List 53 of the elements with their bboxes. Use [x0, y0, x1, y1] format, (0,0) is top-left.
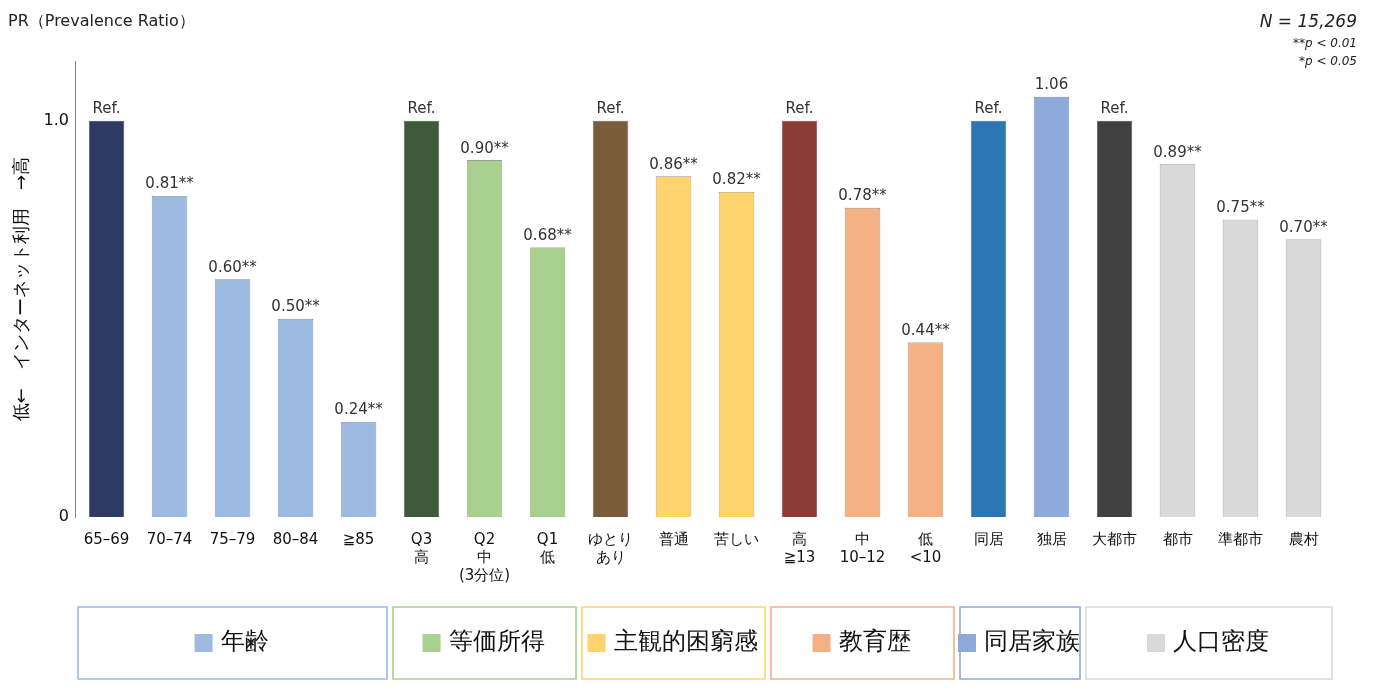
y-tick-label: 0: [58, 506, 70, 526]
x-tick-label: 80–84: [272, 529, 319, 548]
legend-label: 人口密度: [1173, 627, 1269, 656]
data-label: 1.06: [1034, 75, 1069, 94]
legend-label: 教育歴: [838, 627, 911, 656]
x-tick-label: 高 ≧13: [783, 529, 816, 566]
text: **p < 0.01: [1292, 36, 1357, 51]
data-label: Ref.: [596, 99, 625, 118]
legend-label: 等価所得: [448, 627, 545, 656]
data-label: 0.89**: [1153, 142, 1203, 161]
x-tick-label: 独居: [1036, 529, 1067, 548]
data-label: Ref.: [1100, 99, 1129, 118]
data-label: 0.81**: [145, 174, 195, 193]
data-label: 0.78**: [838, 186, 888, 205]
x-tick-label: ≧85: [342, 529, 375, 548]
x-tick-label: 普通: [658, 529, 689, 548]
y-axis-title: 低← インターネット利用 →高: [10, 157, 32, 422]
x-tick-label: 中 10–12: [839, 529, 886, 566]
data-label: 0.44**: [901, 321, 951, 339]
legend-label: 年齢: [220, 627, 269, 656]
data-label: 0.68**: [523, 225, 573, 244]
data-label: Ref.: [92, 99, 121, 118]
y-tick-label: 1.0: [43, 109, 70, 129]
x-tick-label: Q2 中 (3分位): [458, 529, 511, 584]
annotation: *p < 0.05: [1298, 54, 1357, 69]
data-label: 0.50**: [271, 297, 321, 316]
x-tick-label: 同居: [973, 529, 1004, 548]
data-label: Ref.: [785, 99, 814, 118]
data-label: 0.75**: [1216, 198, 1266, 217]
x-tick-label: 苦しい: [714, 529, 760, 548]
x-tick-label: ゆとりあり: [588, 529, 634, 566]
data-label: 0.90**: [460, 138, 510, 157]
legend-label: 同居家族: [984, 627, 1081, 656]
legend-label: 主観的困窮感: [613, 627, 758, 656]
x-tick-label: 75–79: [209, 529, 256, 548]
x-tick-label: 低 <10: [909, 529, 942, 566]
x-tick-label: 都市: [1162, 529, 1193, 548]
data-label: 0.86**: [649, 154, 699, 173]
x-tick-label: 70–74: [146, 529, 193, 548]
x-tick-label: 準都市: [1218, 529, 1263, 548]
x-tick-label: 大都市: [1092, 529, 1138, 548]
x-tick-label: Q1 低: [536, 529, 559, 566]
data-label: 0.24**: [334, 400, 384, 419]
data-label: 0.70**: [1279, 217, 1329, 236]
chart-title: PR（Prevalence Ratio）: [8, 10, 195, 30]
x-tick-label: Q3 高: [410, 529, 433, 566]
x-tick-label: 65–69: [83, 529, 130, 548]
data-label: 0.60**: [208, 257, 258, 276]
data-label: Ref.: [974, 99, 1003, 118]
data-label: Ref.: [407, 99, 436, 118]
data-label: 0.82**: [712, 170, 762, 189]
text: N = 15,269: [1259, 10, 1357, 31]
x-tick-label: 農村: [1288, 529, 1319, 548]
